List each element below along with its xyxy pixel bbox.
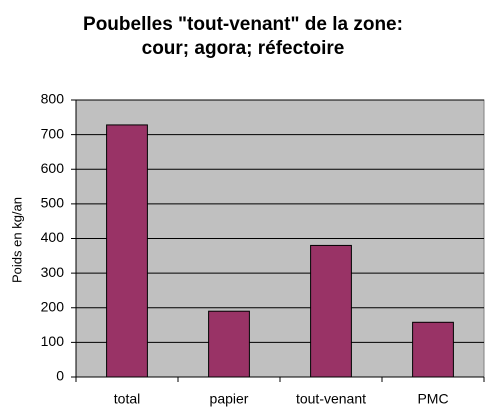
x-tick-label: PMC [417,391,448,407]
y-axis-label: Poids en kg/an [9,197,24,283]
y-tick-label: 800 [41,91,65,107]
y-tick-label: 200 [41,298,65,314]
y-tick-label: 100 [41,333,65,349]
x-tick-label: total [114,391,140,407]
y-tick-label: 0 [56,368,64,384]
x-tick-label: tout-venant [296,391,366,407]
bar [310,244,352,378]
y-tick-label: 400 [41,229,65,245]
y-tick-label: 300 [41,264,65,280]
chart-title: Poubelles "tout-venant" de la zone: [83,14,403,35]
x-tick-label: papier [210,391,249,407]
bar [106,124,148,378]
y-tick-label: 700 [41,125,65,141]
chart-title: cour; agora; réfectoire [142,38,345,59]
bar [412,321,454,378]
y-tick-label: 500 [41,195,65,211]
y-tick-label: 600 [41,160,65,176]
bar [208,310,250,378]
